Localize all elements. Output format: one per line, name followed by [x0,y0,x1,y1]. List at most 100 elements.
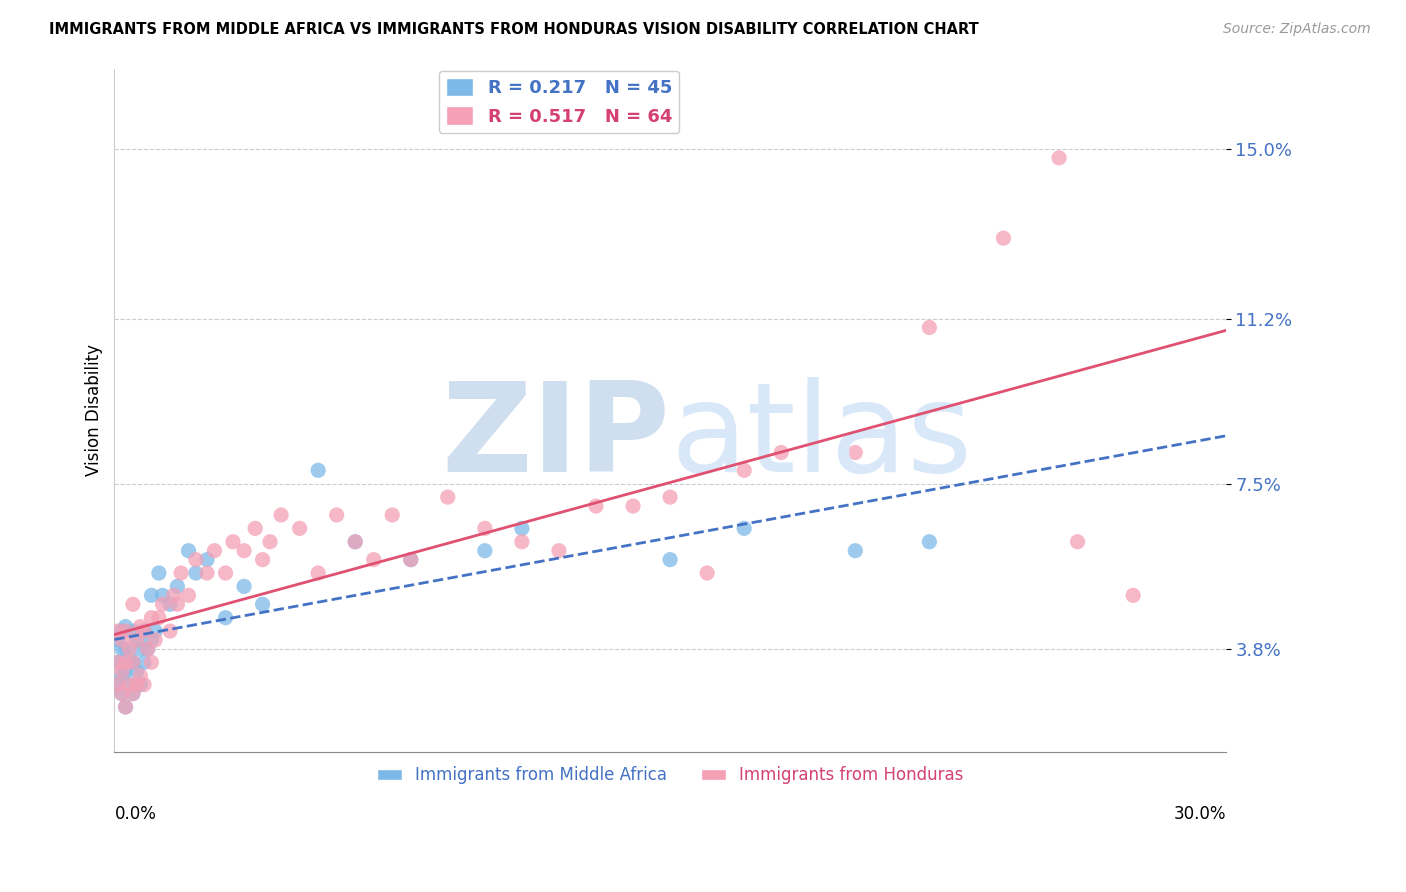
Point [118,651,141,665]
Point [141,632,163,647]
Y-axis label: Vision Disability: Vision Disability [86,344,103,476]
Text: ZIP: ZIP [441,377,671,498]
Point [143,632,166,647]
Point [270,508,292,522]
Point [733,521,755,535]
Point [141,588,163,602]
Point [1122,588,1144,602]
Point [114,700,136,714]
Point [307,566,329,580]
Point [122,597,145,611]
Point [1066,534,1088,549]
Point [399,552,422,566]
Point [243,521,266,535]
Point [129,641,152,656]
Point [170,566,193,580]
Point [143,624,166,638]
Point [129,619,152,633]
Point [195,552,218,566]
Point [918,320,941,334]
Point [344,534,367,549]
Point [107,678,129,692]
Point [177,543,200,558]
Point [152,597,174,611]
Point [107,624,129,638]
Point [344,534,367,549]
Point [844,445,866,459]
Point [125,678,148,692]
Point [585,499,607,513]
Point [125,632,148,647]
Point [122,624,145,638]
Point [510,534,533,549]
Point [733,463,755,477]
Point [132,678,155,692]
Point [381,508,404,522]
Point [125,665,148,679]
Point [118,641,141,656]
Point [114,656,136,670]
Point [122,656,145,670]
Point [770,445,793,459]
Point [399,552,422,566]
Point [118,678,141,692]
Point [111,669,134,683]
Point [184,566,207,580]
Point [129,678,152,692]
Point [107,656,129,670]
Point [107,656,129,670]
Point [111,641,134,656]
Point [195,566,218,580]
Point [114,619,136,633]
Point [136,641,159,656]
Point [696,566,718,580]
Point [363,552,385,566]
Point [252,552,274,566]
Point [163,588,186,602]
Point [141,656,163,670]
Point [307,463,329,477]
Point [114,700,136,714]
Point [214,610,236,624]
Point [114,641,136,656]
Point [125,632,148,647]
Text: 30.0%: 30.0% [1173,805,1226,823]
Point [111,687,134,701]
Point [325,508,347,522]
Point [184,552,207,566]
Point [510,521,533,535]
Point [474,521,496,535]
Point [129,669,152,683]
Point [918,534,941,549]
Point [166,579,188,593]
Legend: Immigrants from Middle Africa, Immigrants from Honduras: Immigrants from Middle Africa, Immigrant… [370,760,970,791]
Point [222,534,245,549]
Point [993,231,1015,245]
Text: Source: ZipAtlas.com: Source: ZipAtlas.com [1223,22,1371,37]
Point [1047,151,1070,165]
Point [152,588,174,602]
Point [474,543,496,558]
Point [214,566,236,580]
Point [111,632,134,647]
Text: 0.0%: 0.0% [114,805,156,823]
Point [621,499,644,513]
Point [132,624,155,638]
Point [233,579,256,593]
Point [177,588,200,602]
Point [107,678,129,692]
Point [148,566,170,580]
Point [548,543,571,558]
Point [233,543,256,558]
Point [659,490,682,504]
Text: atlas: atlas [671,377,972,498]
Point [132,656,155,670]
Point [659,552,682,566]
Point [122,656,145,670]
Point [204,543,226,558]
Point [844,543,866,558]
Point [122,687,145,701]
Point [111,665,134,679]
Point [118,678,141,692]
Point [122,687,145,701]
